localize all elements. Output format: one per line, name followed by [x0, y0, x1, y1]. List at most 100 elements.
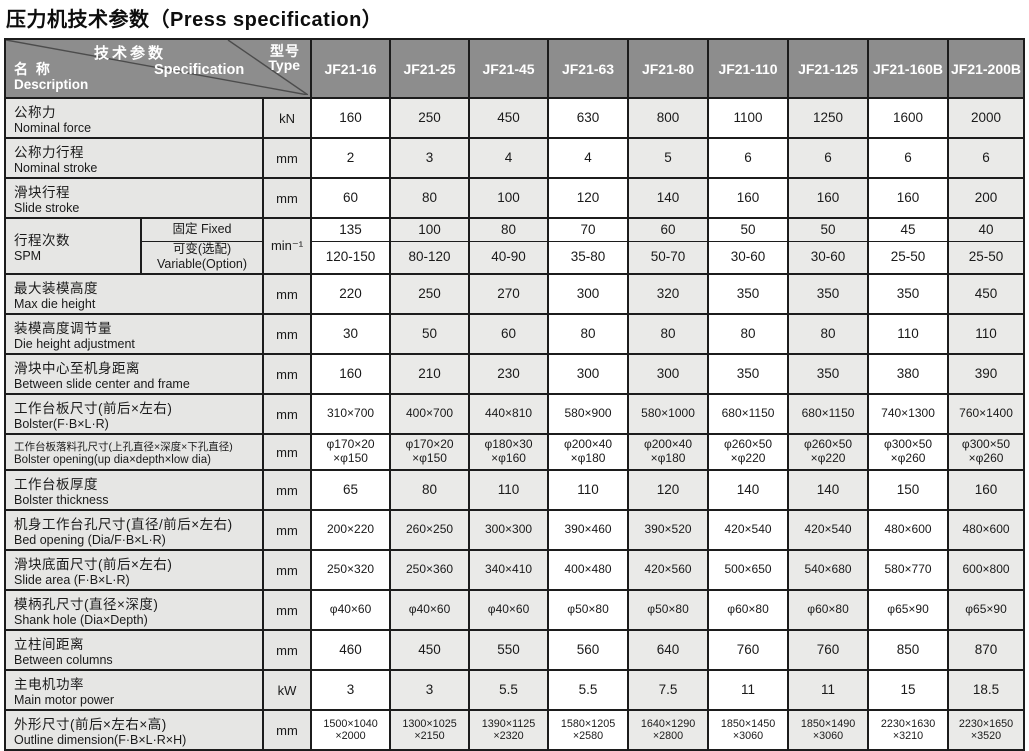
- value-cell: 140: [787, 469, 870, 511]
- diagonal-divider-lines: [7, 41, 308, 95]
- value-cell: 120-150: [310, 240, 392, 275]
- row-label-cn: 机身工作台孔尺寸(直径/前后×左右): [14, 517, 233, 532]
- header-spec-label-cn: 技术参数: [94, 45, 167, 62]
- value-cell: 480×600: [867, 509, 950, 551]
- row-label: 公称力行程 Nominal stroke: [4, 137, 264, 179]
- value-cell: 160: [947, 469, 1025, 511]
- value-cell: 220: [310, 273, 392, 315]
- row-label: 立柱间距离 Between columns: [4, 629, 264, 671]
- value-cell: 500×650: [707, 549, 790, 591]
- value-cell: 420×540: [787, 509, 870, 551]
- value-cell: φ40×60: [468, 589, 550, 631]
- unit-cell: mm: [262, 589, 313, 631]
- value-cell: 350: [707, 273, 790, 315]
- table-row: 滑块行程 Slide stroke mm 60 80 100 120 140 160 160 160…: [4, 177, 1025, 219]
- row-label: 滑块中心至机身距离 Between slide center and frame: [4, 353, 264, 395]
- value-cell: 230: [468, 353, 550, 395]
- value-cell: 320: [627, 273, 710, 315]
- value-cell: 390×520: [627, 509, 710, 551]
- value-cell: 25-50: [947, 240, 1025, 275]
- row-label-cn: 立柱间距离: [14, 637, 84, 652]
- value-cell: 60: [310, 177, 392, 219]
- value-cell: 18.5: [947, 669, 1025, 711]
- sub-row-label-variable: 可变(选配) Variable(Option): [140, 240, 264, 275]
- value-cell: 760: [707, 629, 790, 671]
- value-cell: 80: [389, 177, 471, 219]
- table-row: 滑块中心至机身距离 Between slide center and frame m…: [4, 353, 1025, 395]
- row-label-en: Bolster thickness: [14, 493, 109, 507]
- value-cell: φ60×80: [707, 589, 790, 631]
- value-cell: 1580×1205 ×2580: [547, 709, 630, 751]
- value-cell: 110: [547, 469, 630, 511]
- value-cell: 300: [627, 353, 710, 395]
- value-cell: 440×810: [468, 393, 550, 435]
- unit-cell: mm: [262, 709, 313, 751]
- value-cell: 50-70: [627, 240, 710, 275]
- row-label-en: Slide stroke: [14, 201, 80, 215]
- unit-cell: mm: [262, 177, 313, 219]
- value-cell: 340×410: [468, 549, 550, 591]
- value-cell: 450: [389, 629, 471, 671]
- value-cell: 110: [947, 313, 1025, 355]
- value-cell: φ180×30 ×φ160: [468, 433, 550, 471]
- value-cell: 135: [310, 217, 392, 242]
- row-label-cn: 公称力行程: [14, 145, 84, 160]
- value-cell: 1390×1125 ×2320: [468, 709, 550, 751]
- row-label: 滑块底面尺寸(前后×左右) Slide area (F·B×L·R): [4, 549, 264, 591]
- value-cell: 7.5: [627, 669, 710, 711]
- value-cell: φ65×90: [947, 589, 1025, 631]
- unit-cell: kN: [262, 97, 313, 139]
- table-row: 主电机功率 Main motor power kW 3 3 5.5 5.5 7.5 11 11 15…: [4, 669, 1025, 711]
- value-cell: 580×770: [867, 549, 950, 591]
- table-header-row: 技术参数 Specification 名 称 Description 型号 Ty…: [3, 38, 1025, 99]
- table-row: 可变(选配) Variable(Option) 120-150 80-120 40-9…: [5, 240, 1025, 275]
- row-label-cn: 主电机功率: [14, 677, 84, 692]
- unit-cell: mm: [262, 629, 313, 671]
- model-header-jf21-25: JF21-25: [389, 38, 471, 99]
- row-label-cn: 装模高度调节量: [14, 321, 112, 336]
- table-row: 机身工作台孔尺寸(直径/前后×左右) Bed opening (Dia/F·B×L…: [4, 509, 1025, 551]
- value-cell: 120: [627, 469, 710, 511]
- row-label: 模柄孔尺寸(直径×深度) Shank hole (Dia×Depth): [4, 589, 264, 631]
- value-cell: 250×360: [389, 549, 471, 591]
- value-cell: 680×1150: [787, 393, 870, 435]
- value-cell: 250×320: [310, 549, 392, 591]
- value-cell: 600×800: [947, 549, 1025, 591]
- row-label-en: Nominal force: [14, 121, 92, 135]
- value-cell: 3: [310, 669, 392, 711]
- row-label-cn: 最大装模高度: [14, 281, 98, 296]
- row-label: 公称力 Nominal force: [4, 97, 264, 139]
- value-cell: 200×220: [310, 509, 392, 551]
- value-cell: 5: [627, 137, 710, 179]
- value-cell: φ170×20 ×φ150: [310, 433, 392, 471]
- value-cell: φ50×80: [547, 589, 630, 631]
- header-spec-label-en: Specification: [154, 62, 245, 78]
- value-cell: 270: [468, 273, 550, 315]
- row-label: 工作台板尺寸(前后×左右) Bolster(F·B×L·R): [4, 393, 264, 435]
- value-cell: φ200×40 ×φ180: [547, 433, 630, 471]
- value-cell: 300: [547, 273, 630, 315]
- table-row: 公称力 Nominal force kN 160 250 450 630 800 1100 125…: [4, 97, 1025, 139]
- value-cell: 2230×1650 ×3520: [947, 709, 1025, 751]
- value-cell: 6: [867, 137, 950, 179]
- value-cell: 250: [389, 273, 471, 315]
- value-cell: 310×700: [310, 393, 392, 435]
- model-header-jf21-80: JF21-80: [627, 38, 710, 99]
- value-cell: 390: [947, 353, 1025, 395]
- unit-cell: mm: [262, 313, 313, 355]
- value-cell: 2230×1630 ×3210: [867, 709, 950, 751]
- value-cell: 1640×1290 ×2800: [627, 709, 710, 751]
- value-cell: 100: [468, 177, 550, 219]
- row-label: 滑块行程 Slide stroke: [4, 177, 264, 219]
- value-cell: 120: [547, 177, 630, 219]
- value-cell: 1250: [787, 97, 870, 139]
- value-cell: 630: [547, 97, 630, 139]
- table-row: 模柄孔尺寸(直径×深度) Shank hole (Dia×Depth) mm φ40×…: [4, 589, 1025, 631]
- value-cell: 850: [867, 629, 950, 671]
- row-label: 工作台板落料孔尺寸(上孔直径×深度×下孔直径) Bolster opening(u…: [4, 433, 264, 471]
- value-cell: 160: [867, 177, 950, 219]
- value-cell: 400×700: [389, 393, 471, 435]
- value-cell: 300: [547, 353, 630, 395]
- value-cell: 140: [707, 469, 790, 511]
- sub-row-label-fixed: 固定 Fixed: [140, 217, 264, 242]
